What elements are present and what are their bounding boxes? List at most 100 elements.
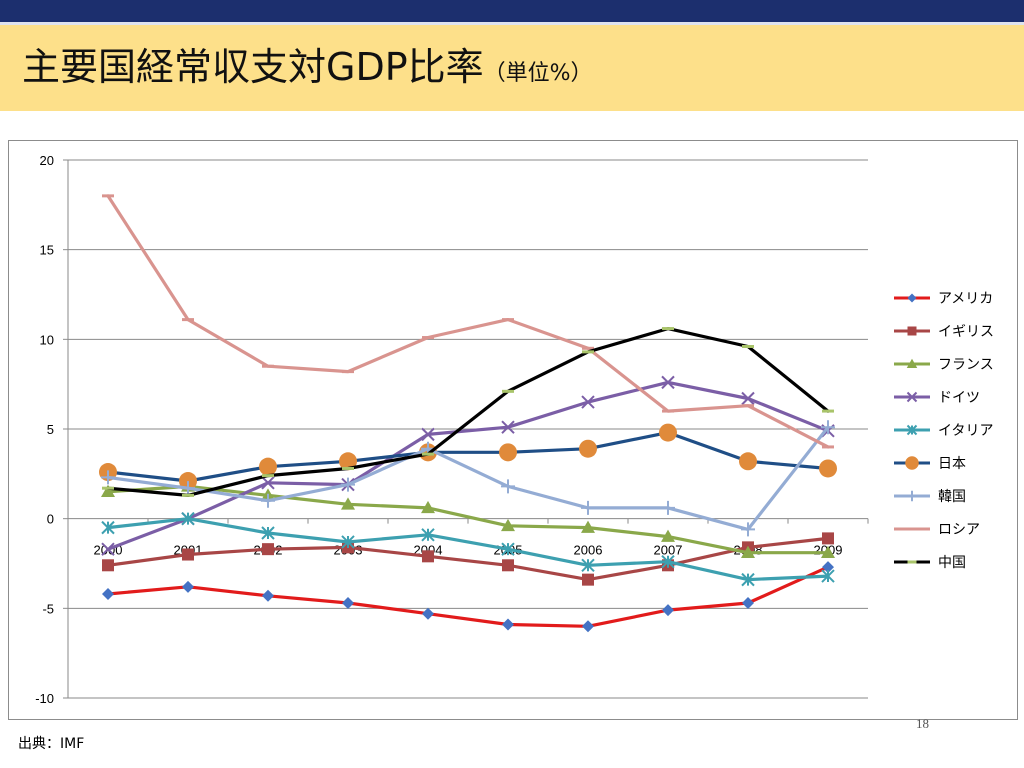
legend-label: イタリア [938, 423, 993, 439]
point-marker [582, 620, 594, 633]
y-tick-label: 5 [47, 422, 54, 437]
top-divider [0, 22, 1024, 25]
title-band [0, 25, 1024, 111]
legend-item: フランス [894, 357, 994, 373]
point-marker [422, 607, 434, 620]
title-main: 主要国経常収支対GDP比率 [22, 45, 484, 89]
legend-item: イタリア [894, 423, 993, 439]
point-marker [341, 497, 355, 510]
point-marker [907, 326, 917, 336]
legend-label: ドイツ [938, 390, 980, 406]
legend-label: アメリカ [938, 291, 993, 307]
point-marker [661, 529, 675, 542]
point-marker [262, 543, 274, 556]
x-tick-label: 2006 [574, 543, 603, 558]
series-line [106, 517, 830, 582]
series-line [106, 425, 830, 532]
point-marker [659, 423, 677, 442]
series-line [106, 565, 830, 628]
point-marker [501, 542, 515, 556]
legend-item: アメリカ [894, 291, 993, 307]
point-marker [819, 459, 837, 478]
series-5 [99, 423, 837, 491]
legend-label: フランス [938, 357, 994, 373]
point-marker [581, 395, 595, 409]
point-marker [422, 550, 434, 563]
point-marker [101, 470, 115, 485]
point-marker [822, 561, 834, 574]
y-tick-label: 15 [40, 243, 54, 258]
point-marker [906, 424, 918, 436]
point-marker [341, 535, 355, 549]
series-7 [102, 194, 834, 449]
series-line [106, 380, 830, 551]
point-marker [907, 293, 917, 303]
point-marker [421, 528, 435, 542]
point-marker [739, 452, 757, 471]
series-line [106, 431, 830, 483]
point-marker [182, 580, 194, 593]
legend-item: 韓国 [894, 489, 966, 505]
point-marker [661, 375, 675, 390]
point-marker [906, 391, 918, 403]
point-marker [499, 443, 517, 462]
point-marker [101, 520, 115, 535]
point-marker [742, 596, 754, 609]
point-marker [579, 439, 597, 458]
point-marker [102, 587, 114, 600]
y-tick-label: -5 [42, 601, 54, 616]
legend-label: 韓国 [938, 489, 966, 505]
point-marker [741, 545, 755, 558]
gridlines [68, 159, 868, 699]
legend-item: ロシア [894, 522, 980, 538]
point-marker [342, 596, 354, 609]
point-marker [501, 420, 515, 434]
point-marker [101, 484, 115, 498]
series-8 [102, 327, 834, 497]
top-navy-bar [0, 0, 1024, 22]
series-line [106, 327, 830, 497]
point-marker [741, 391, 755, 406]
legend-item: ドイツ [894, 390, 980, 406]
point-marker [259, 457, 277, 476]
point-marker [502, 559, 514, 572]
y-tick-label: 20 [40, 153, 54, 168]
title-unit: （単位%） [483, 61, 593, 86]
slide-title: 主要国経常収支対GDP比率（単位%） [22, 36, 593, 91]
series-0 [102, 561, 834, 633]
point-marker [661, 500, 675, 515]
series-3 [101, 375, 835, 556]
point-marker [741, 522, 755, 537]
point-marker [661, 554, 675, 569]
point-marker [821, 569, 835, 583]
point-marker [421, 500, 435, 514]
point-marker [821, 420, 835, 435]
point-marker [906, 358, 918, 368]
point-marker [501, 518, 515, 532]
point-marker [181, 511, 195, 526]
legend-item: イギリス [894, 324, 994, 340]
point-marker [261, 526, 275, 540]
point-marker [261, 476, 275, 490]
series-line [106, 484, 830, 555]
point-marker [581, 558, 595, 573]
legend-item: 中国 [894, 555, 966, 571]
y-tick-label: 0 [47, 512, 54, 527]
series-6 [101, 420, 835, 537]
point-marker [262, 589, 274, 602]
legend-label: イギリス [938, 324, 994, 340]
source-note: 出典：IMF [18, 736, 85, 752]
legend-label: 日本 [938, 456, 966, 472]
series-line [106, 536, 830, 582]
page-number: 18 [916, 716, 929, 731]
point-marker [581, 520, 595, 533]
point-marker [581, 500, 595, 515]
point-marker [822, 532, 834, 545]
point-marker [101, 542, 115, 556]
x-tick-label: 2007 [654, 543, 683, 558]
point-marker [821, 545, 835, 558]
series-1 [102, 532, 834, 586]
point-marker [339, 452, 357, 471]
point-marker [906, 490, 918, 502]
point-marker [741, 572, 755, 587]
